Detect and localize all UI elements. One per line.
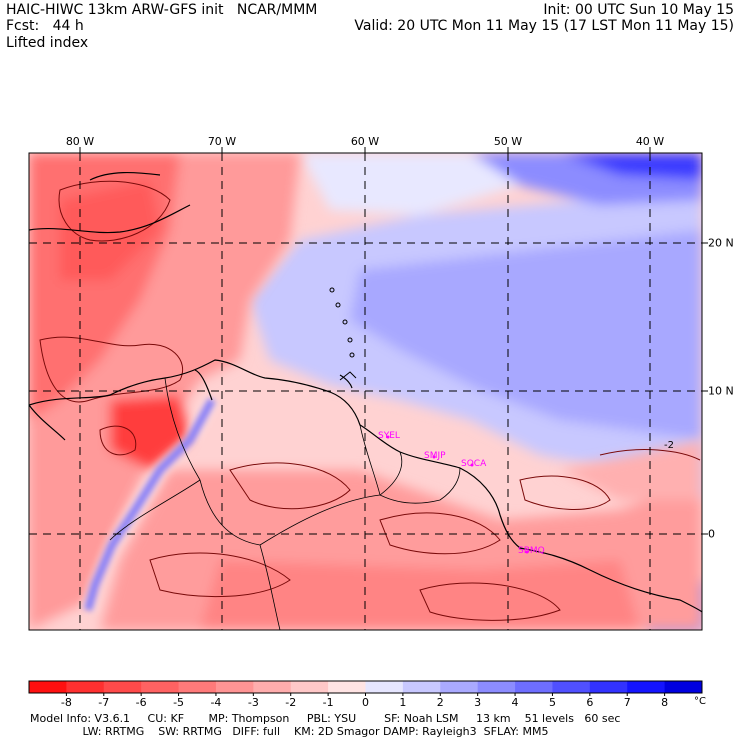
colorbar-tick-label: 8 xyxy=(661,696,669,709)
coastlines xyxy=(29,171,702,613)
colorbar-swatch xyxy=(627,681,666,693)
field-name: Lifted index xyxy=(6,35,89,51)
colorbar-tick-label: -7 xyxy=(98,696,110,709)
colorbar-swatch xyxy=(66,681,105,693)
colorbar-swatch xyxy=(365,681,404,693)
colorbar-swatch xyxy=(664,681,703,693)
colorbar-swatch xyxy=(477,681,516,693)
colorbar-swatch xyxy=(552,681,591,693)
lon-label-70w: 70 W xyxy=(207,135,237,148)
station-label-smjp: SMJP xyxy=(424,451,446,461)
model-info-line1: Model Info: V3.6.1 CU: KF MP: Thompson P… xyxy=(30,712,621,725)
model-info-line2: LW: RRTMG SW: RRTMG DIFF: full KM: 2D Sm… xyxy=(30,725,549,738)
field-blue-region xyxy=(250,153,702,630)
lon-label-50w: 50 W xyxy=(493,135,523,148)
init-time: Init: 00 UTC Sun 10 May 15 xyxy=(543,2,734,18)
colorbar-tick-label: -3 xyxy=(247,696,259,709)
colorbar-swatch xyxy=(515,681,553,693)
station-label-soca: SOCA xyxy=(461,459,487,469)
station-label-syel: SYEL xyxy=(378,431,400,441)
colorbar-tick-label: 2 xyxy=(436,696,444,709)
colorbar-swatch xyxy=(141,681,180,693)
colorbar-swatch xyxy=(103,681,142,693)
station-markers xyxy=(386,435,529,554)
frame-ticks xyxy=(79,147,708,535)
colorbar-tick-label: -2 xyxy=(285,696,297,709)
title-line: HAIC-HIWC 13km ARW-GFS init NCAR/MMM xyxy=(6,2,318,18)
forecast-hour: Fcst: 44 h xyxy=(6,18,84,34)
colorbar-tick-label: 5 xyxy=(548,696,556,709)
lon-label-80w: 80 W xyxy=(65,135,95,148)
colorbar-tick-label: 0 xyxy=(362,696,369,709)
colorbar-tick-label: 4 xyxy=(511,696,519,709)
colorbar-tick-label: -1 xyxy=(322,696,334,709)
lon-label-60w: 60 W xyxy=(350,135,380,148)
colorbar-swatch xyxy=(178,681,217,693)
colorbar-swatch xyxy=(402,681,441,693)
field-red-region xyxy=(29,153,702,630)
colorbar-tick-label: -5 xyxy=(173,696,185,709)
colorbar-swatch xyxy=(253,681,292,693)
colorbar-swatch xyxy=(290,681,329,693)
colorbar-swatch xyxy=(215,681,254,693)
station-label-sbmq: SBMQ xyxy=(518,546,545,556)
colorbar-tick-label: 6 xyxy=(586,696,594,709)
islands xyxy=(329,287,357,381)
contour-value-label: -2 xyxy=(664,440,674,451)
lat-label-20n: 20 N xyxy=(708,236,734,250)
lon-label-40w: 40 W xyxy=(635,135,665,148)
lat-label-10n: 10 N xyxy=(708,384,734,398)
colorbar-tick-label: -6 xyxy=(135,696,147,709)
graticule xyxy=(29,153,702,630)
colorbar-tick-label: 1 xyxy=(399,696,407,709)
colorbar-tick-label: 3 xyxy=(474,696,482,709)
colorbar-tick-label: 7 xyxy=(623,696,631,709)
colorbar xyxy=(28,680,703,696)
colorbar-swatch xyxy=(440,681,479,693)
contour-lines xyxy=(39,180,701,621)
colorbar-unit: °C xyxy=(694,696,706,707)
valid-time: Valid: 20 UTC Mon 11 May 15 (17 LST Mon … xyxy=(354,18,734,34)
colorbar-tick-label: -4 xyxy=(210,696,222,709)
colorbar-swatch xyxy=(589,681,628,693)
map-frame xyxy=(28,152,703,631)
field-andes-strip xyxy=(79,395,220,613)
colorbar-swatch xyxy=(328,681,366,693)
colorbar-swatch xyxy=(29,681,67,693)
lat-label-0: 0 xyxy=(708,527,715,541)
colorbar-tick-label: -8 xyxy=(60,696,72,709)
